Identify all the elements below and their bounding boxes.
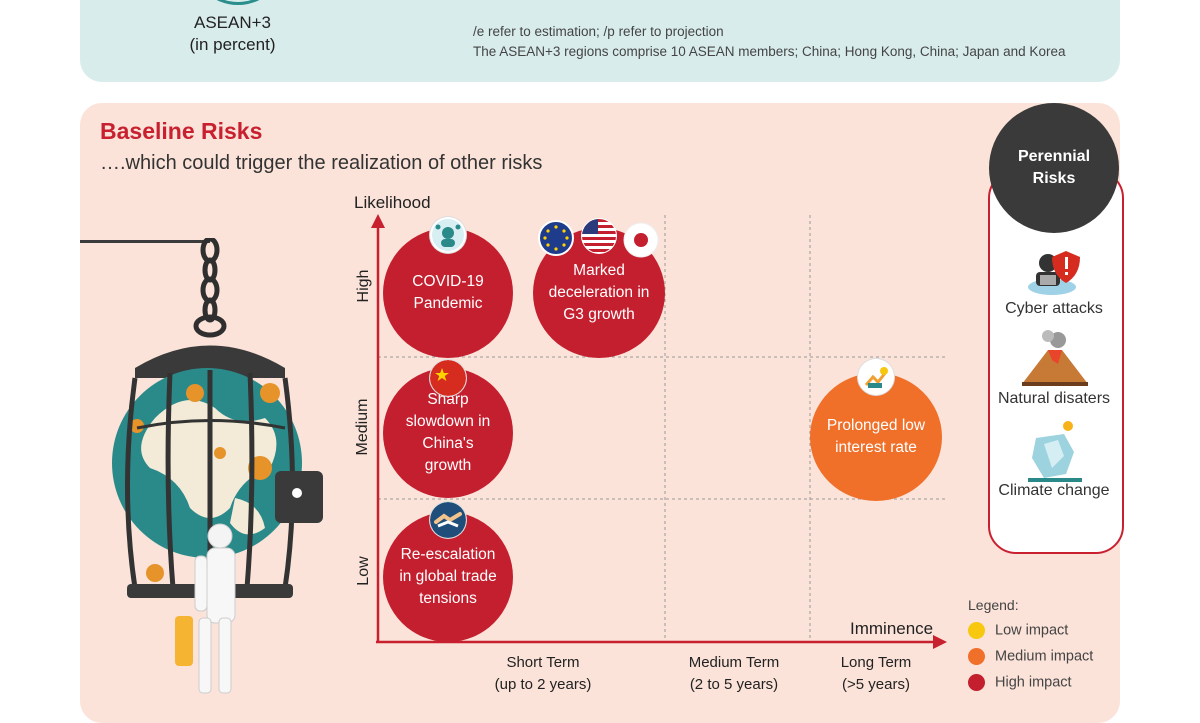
risk-g3-deceleration-label: Marked deceleration in G3 growth [548,262,650,323]
y-level-high: High [355,269,372,303]
region-label: ASEAN+3 (in percent) [150,12,315,56]
unit-label: (in percent) [189,35,276,54]
region-name: ASEAN+3 [193,13,271,32]
x-term-short: Short Term (up to 2 years) [453,652,633,696]
risk-covid-19-label: COVID-19 Pandemic [412,273,484,312]
footnotes: /e refer to estimation; /p refer to proj… [473,22,1065,62]
x-term-long-range: (>5 years) [842,676,910,693]
legend-high-label: High impact [995,674,1072,691]
x-term-medium-name: Medium Term [688,654,780,671]
y-level-medium: Medium [354,398,371,456]
legend-low-label: Low impact [995,622,1069,639]
y-level-low: Low [355,556,372,586]
x-axis-title: Imminence [850,619,934,638]
risk-china-slowdown-label: Sharp slowdown in China's growth [405,391,491,474]
interest-rate-icon [858,359,894,395]
risk-low-interest-rate-label: Prolonged low interest rate [826,417,926,456]
section-title: Baseline Risks [100,118,263,144]
eu-us-japan-flags-icon [538,218,664,263]
handshake-icon [430,502,466,538]
volcano-icon [1022,330,1088,386]
y-axis-title: Likelihood [354,193,431,212]
legend-medium-label: Medium impact [995,648,1094,665]
legend-dot-low [968,622,985,639]
virus-person-icon [430,217,466,253]
cyber-attack-icon [1028,251,1080,295]
x-term-short-range: (up to 2 years) [494,676,592,693]
legend-dot-medium [968,648,985,665]
china-flag-icon [430,360,466,396]
legend-medium-impact: Medium impact [968,648,1093,665]
x-term-long: Long Term (>5 years) [786,652,966,696]
perennial-title-text: Perennial Risks [1017,148,1091,187]
melting-ice-icon [1028,421,1082,482]
note-estimation: /e refer to estimation; /p refer to proj… [473,24,724,39]
legend-title: Legend: [968,597,1019,613]
caged-globe-illustration [112,238,323,694]
header-panel [80,0,1120,82]
perennial-risks-title: Perennial Risks [989,103,1119,233]
legend-dot-high [968,674,985,691]
hanging-bar [80,240,210,243]
legend-high-impact: High impact [968,674,1072,691]
x-term-medium-range: (2 to 5 years) [689,676,779,693]
perennial-climate-change: Climate change [998,482,1110,499]
legend-low-impact: Low impact [968,622,1068,639]
perennial-natural-disasters: Natural disaters [997,390,1111,407]
risk-trade-tensions: Re-escalation in global trade tensions [383,512,513,642]
section-subtitle: ….which could trigger the realization of… [100,152,543,174]
risk-low-interest-rate: Prolonged low interest rate [810,373,942,501]
perennial-cyber-attacks: Cyber attacks [1005,300,1103,317]
x-term-short-name: Short Term [506,654,580,671]
note-regions: The ASEAN+3 regions comprise 10 ASEAN me… [473,44,1066,59]
x-term-long-name: Long Term [840,654,912,671]
x-term-medium: Medium Term (2 to 5 years) [644,652,824,696]
risk-trade-tensions-label: Re-escalation in global trade tensions [399,546,497,607]
